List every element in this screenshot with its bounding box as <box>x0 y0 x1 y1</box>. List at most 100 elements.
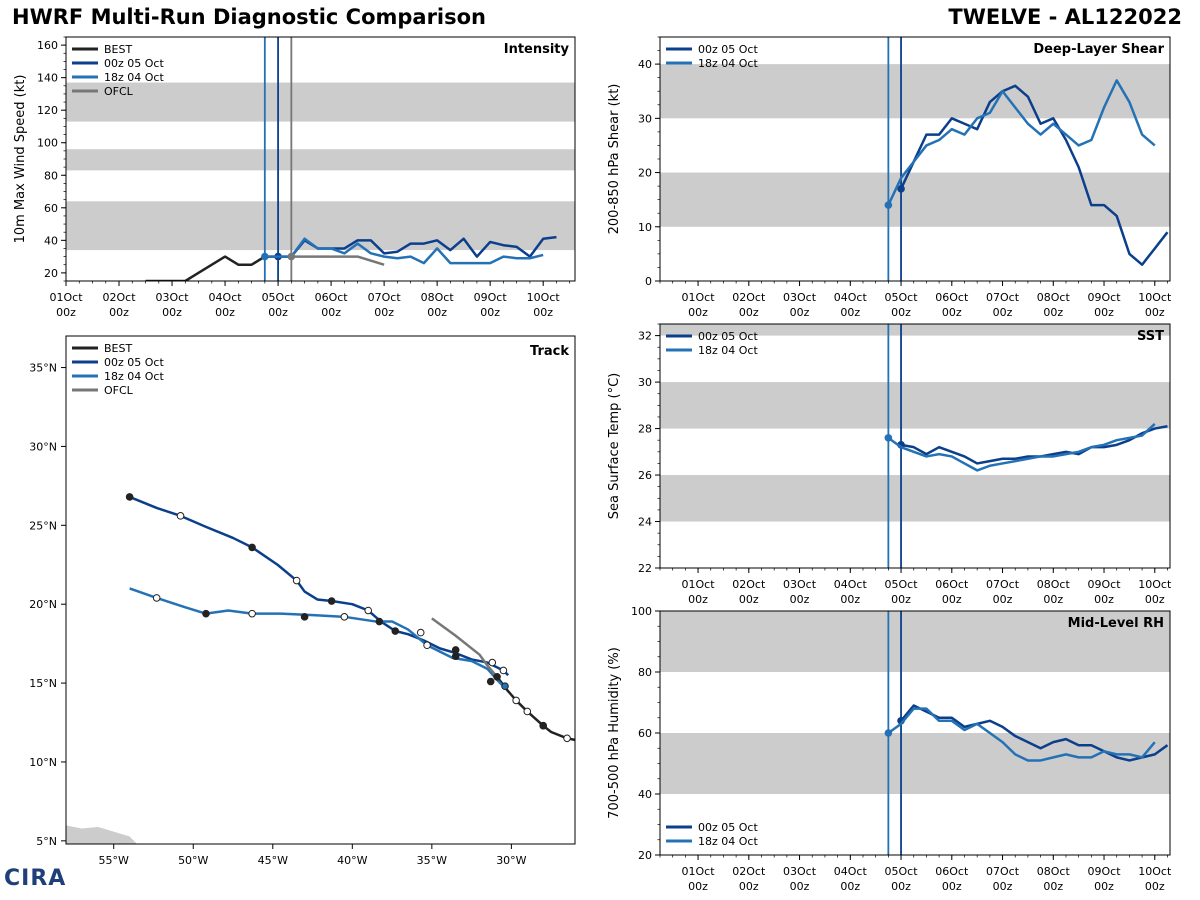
threshold-band <box>660 475 1170 522</box>
track-point <box>488 658 497 667</box>
plot-area-rh <box>660 611 1170 855</box>
x-tick-label: 04Oct <box>834 865 868 878</box>
x-tick-label: 01Oct <box>682 865 716 878</box>
x-tick-label: 00z <box>109 306 129 319</box>
x-tick-label: 06Oct <box>935 578 969 591</box>
x-tick-label: 09Oct <box>1088 865 1122 878</box>
y-tick-label: 20 <box>638 167 652 180</box>
x-tick-label: 06Oct <box>315 291 349 304</box>
x-tick-label: 10Oct <box>1138 291 1172 304</box>
x-tick-label: 00z <box>215 306 235 319</box>
chart-shear: 0 10 20 30 40 01Oct 00z 02Oct 00z 03Oct 00z 04Oct 00… <box>607 36 1172 319</box>
y-tick-label: 25°N <box>29 519 57 532</box>
series-ofcl <box>291 255 385 266</box>
y-tick-label: 5°N <box>36 835 57 848</box>
x-tick-label: 00z <box>790 593 810 606</box>
cira-logo: CIRA <box>4 866 67 891</box>
x-tick-label: 08Oct <box>1037 291 1071 304</box>
x-tick-label: 00z <box>993 880 1013 893</box>
y-tick-label: 15°N <box>29 677 57 690</box>
x-tick-label: 07Oct <box>368 291 402 304</box>
y-tick-label: 40 <box>638 788 652 801</box>
y-tick-label: 30°N <box>29 440 57 453</box>
x-tick-label: 05Oct <box>885 291 919 304</box>
plot-frame <box>659 323 1171 569</box>
x-tick-label: 30°W <box>496 854 526 867</box>
x-tick-label: 09Oct <box>1088 291 1122 304</box>
panel-title: Deep-Layer Shear <box>1033 42 1164 57</box>
legend-label: 18z 04 Oct <box>104 370 164 383</box>
series-00z-05-oct <box>900 704 1169 762</box>
y-tick-label: 0 <box>645 275 652 288</box>
x-tick-label: 05Oct <box>885 578 919 591</box>
threshold-band <box>660 611 1170 672</box>
x-tick-label: 00z <box>840 306 860 319</box>
x-tick-label: 00z <box>840 593 860 606</box>
x-tick-label: 00z <box>480 306 500 319</box>
series-start-point <box>884 201 893 209</box>
x-tick-label: 00z <box>739 306 759 319</box>
x-tick-label: 00z <box>1145 306 1165 319</box>
x-tick-label: 10Oct <box>527 291 561 304</box>
chart-track: 55°W 50°W 45°W 40°W 35°W 30°W 5°N 10°N 15°N 20°N 2… <box>29 335 576 867</box>
x-tick-label: 10Oct <box>1138 578 1172 591</box>
x-tick-label: 00z <box>942 306 962 319</box>
track-point <box>563 734 571 743</box>
plot-area-shear <box>660 37 1170 281</box>
y-tick-label: 20°N <box>29 598 57 611</box>
track-point <box>501 682 509 691</box>
track-point <box>364 606 373 615</box>
y-tick-label: 120 <box>37 104 58 117</box>
threshold-band <box>660 733 1170 794</box>
x-tick-label: 50°W <box>178 854 208 867</box>
x-tick-label: 00z <box>321 306 341 319</box>
y-tick-label: 40 <box>44 234 58 247</box>
x-tick-label: 06Oct <box>935 291 969 304</box>
plot-area-sst <box>660 324 1170 568</box>
y-axis-label: Sea Surface Temp (°C) <box>607 373 622 520</box>
x-tick-label: 00z <box>739 593 759 606</box>
x-tick-label: 00z <box>739 880 759 893</box>
panel-title: Track <box>530 344 569 359</box>
x-tick-label: 05Oct <box>885 865 919 878</box>
x-tick-label: 55°W <box>99 854 129 867</box>
threshold-band <box>660 382 1170 429</box>
x-tick-label: 00z <box>1094 306 1114 319</box>
x-tick-label: 35°W <box>417 854 447 867</box>
y-tick-label: 10°N <box>29 756 57 769</box>
x-tick-label: 03Oct <box>783 865 817 878</box>
x-tick-label: 00z <box>56 306 76 319</box>
y-axis-label: 700-500 hPa Humidity (%) <box>607 647 622 819</box>
x-tick-label: 07Oct <box>986 291 1020 304</box>
storm-id-title: TWELVE - AL122022 <box>948 5 1182 29</box>
series-00z-05-oct <box>899 84 1169 266</box>
x-tick-label: 06Oct <box>935 865 969 878</box>
x-tick-label: 00z <box>891 880 911 893</box>
x-tick-label: 00z <box>840 880 860 893</box>
x-tick-label: 45°W <box>258 854 288 867</box>
track-point <box>391 627 400 635</box>
panel-title: Mid-Level RH <box>1068 616 1164 631</box>
x-tick-label: 00z <box>533 306 553 319</box>
track-point <box>202 609 210 618</box>
figure-title: HWRF Multi-Run Diagnostic Comparison <box>12 5 487 29</box>
x-tick-label: 00z <box>942 880 962 893</box>
legend-label: OFCL <box>104 85 134 98</box>
series-best <box>145 255 279 281</box>
x-tick-label: 00z <box>374 306 394 319</box>
x-tick-label: 00z <box>1043 880 1063 893</box>
track-point <box>125 493 134 501</box>
track-point <box>523 707 532 716</box>
y-tick-label: 22 <box>638 562 652 575</box>
y-tick-label: 140 <box>37 72 58 85</box>
series-18z-04-oct <box>887 79 1156 206</box>
x-tick-label: 00z <box>688 593 708 606</box>
track-point <box>248 609 256 618</box>
y-tick-label: 100 <box>37 137 58 150</box>
x-tick-label: 09Oct <box>1088 578 1122 591</box>
x-tick-label: 00z <box>993 306 1013 319</box>
legend-label: 00z 05 Oct <box>698 330 758 343</box>
legend-label: BEST <box>104 342 132 355</box>
x-tick-label: 02Oct <box>732 291 766 304</box>
y-tick-label: 100 <box>631 605 652 618</box>
